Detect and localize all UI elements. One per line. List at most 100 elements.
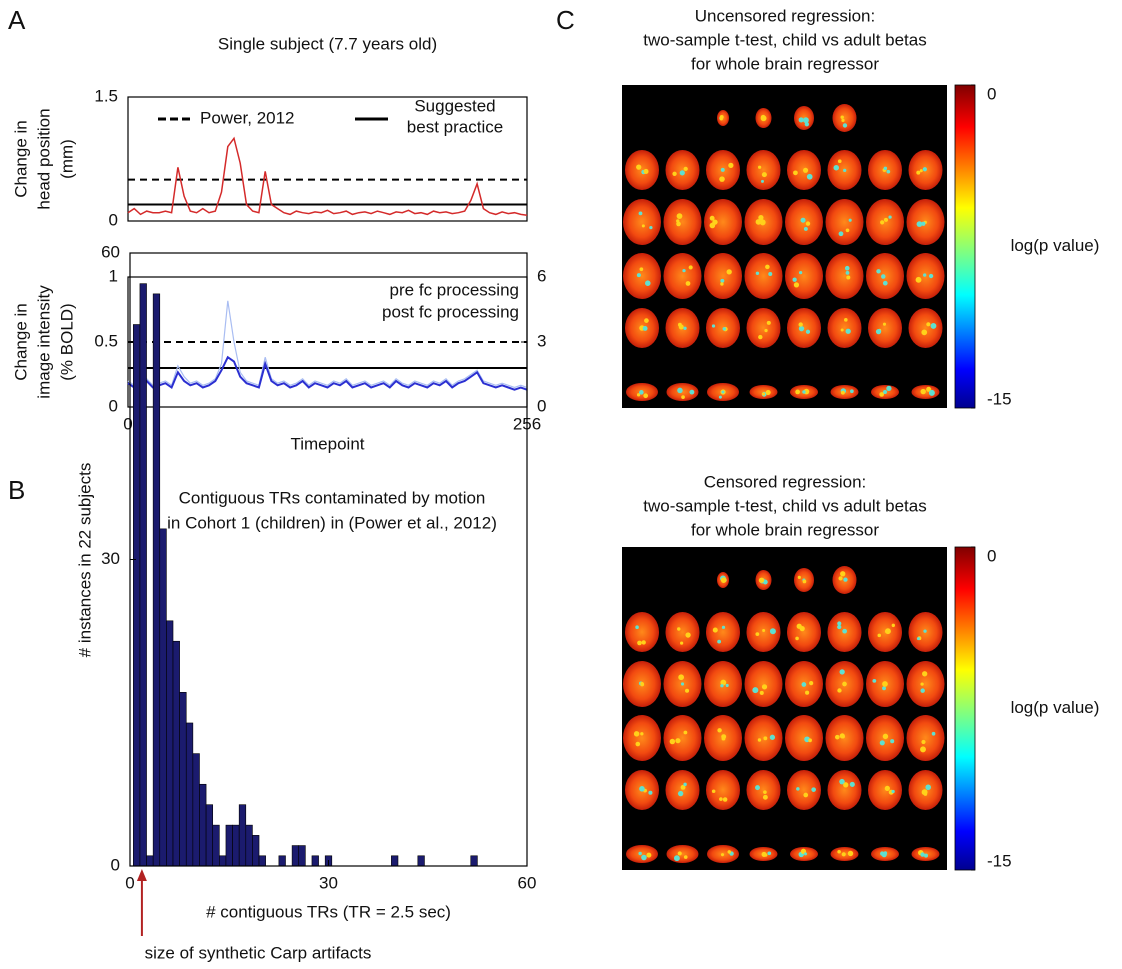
brain-speck — [840, 328, 844, 332]
brain-speck — [805, 329, 811, 334]
brain-speck — [845, 271, 850, 275]
brain-speck — [879, 392, 885, 397]
brain-speck — [924, 853, 929, 858]
x-tick-label: 0 — [123, 414, 132, 433]
brain-speck — [876, 269, 881, 274]
y-tick-label: 3 — [537, 331, 546, 350]
y-tick-label: 0 — [109, 210, 118, 229]
brain-speck — [636, 273, 641, 278]
brain-speck — [809, 681, 814, 686]
brain-speck — [882, 733, 889, 740]
brain-speck — [725, 683, 729, 688]
brain-speck — [685, 688, 690, 693]
brain-speck — [768, 271, 773, 276]
brain-slice — [666, 845, 699, 863]
brain-speck — [677, 790, 684, 797]
brain-speck — [796, 623, 802, 629]
brain-speck — [720, 684, 724, 688]
brain-speck — [680, 641, 684, 645]
legend-label: pre fc processing — [390, 280, 519, 299]
brain-speck — [769, 628, 776, 635]
brain-speck — [926, 386, 932, 392]
brain-speck — [882, 280, 888, 286]
brain-speck — [884, 628, 891, 635]
brain-speck — [649, 226, 653, 230]
brain-speck — [719, 115, 724, 119]
brain-slice — [744, 253, 783, 299]
brain-speck — [920, 852, 925, 857]
bar — [252, 835, 260, 867]
brain-speck — [644, 318, 649, 323]
brain-speck — [758, 577, 765, 583]
brain-speck — [680, 784, 686, 790]
brain-slice — [746, 770, 781, 810]
brain-speck — [833, 164, 840, 171]
legend-label: best practice — [407, 117, 503, 136]
x-tick-label: 0 — [125, 873, 134, 892]
brain-speck — [759, 219, 766, 226]
brain-speck — [923, 273, 927, 277]
brain-speck — [641, 854, 647, 861]
brain-speck — [757, 738, 762, 742]
y-tick-label: 30 — [101, 549, 120, 568]
brain-slice — [906, 715, 945, 761]
brain-speck — [760, 115, 767, 122]
brain-speck — [883, 390, 887, 394]
brain-speck — [720, 167, 725, 172]
brain-speck — [840, 390, 845, 395]
brain-speck — [916, 221, 923, 227]
bar — [470, 855, 478, 867]
y-tick-label: 6 — [537, 266, 546, 285]
brain-speck — [640, 681, 644, 686]
brain-speck — [718, 395, 722, 399]
brain-slice — [868, 612, 902, 652]
brain-speck — [846, 275, 851, 280]
brain-slice — [868, 770, 902, 810]
brain-speck — [639, 267, 644, 272]
brain-speck — [633, 731, 640, 737]
brain-speck — [678, 324, 684, 330]
brain-speck — [803, 792, 809, 798]
brain-speck — [761, 684, 768, 690]
brain-speck — [636, 164, 642, 170]
brain-speck — [674, 855, 680, 862]
brain-speck — [922, 167, 927, 172]
colorbar-tick-label: 0 — [987, 546, 996, 565]
brain-speck — [643, 393, 649, 399]
brain-speck — [931, 731, 936, 736]
brain-slice — [785, 253, 823, 299]
brain-speck — [805, 690, 810, 695]
y-tick-label: 0 — [109, 396, 118, 415]
brain-speck — [808, 738, 812, 742]
brain-speck — [842, 123, 848, 128]
bar — [245, 824, 253, 867]
brain-speck — [795, 389, 801, 395]
brain-speck — [636, 393, 641, 397]
brain-slice — [704, 199, 742, 245]
brain-speck — [883, 217, 888, 222]
brain-speck — [811, 787, 816, 792]
brain-speck — [722, 327, 726, 331]
brain-speck — [681, 395, 685, 399]
x-axis-label: Timepoint — [290, 434, 364, 453]
brain-speck — [881, 274, 886, 279]
brain-speck — [803, 226, 808, 231]
legend-label: post fc processing — [382, 302, 519, 321]
brain-speck — [721, 390, 725, 394]
brain-speck — [669, 738, 676, 745]
brain-speck — [793, 170, 798, 176]
brain-speck — [840, 571, 846, 577]
brain-speck — [928, 389, 935, 396]
brain-speck — [886, 385, 892, 391]
brain-speck — [801, 682, 807, 687]
y-axis-label: (% BOLD) — [57, 303, 76, 380]
brain-speck — [762, 628, 766, 632]
brain-speck — [683, 855, 688, 859]
brain-slice — [866, 199, 904, 245]
brain-speck — [720, 679, 727, 686]
image-title: Uncensored regression: — [695, 6, 875, 25]
brain-speck — [641, 640, 646, 645]
brain-speck — [683, 326, 687, 330]
brain-speck — [761, 392, 766, 396]
